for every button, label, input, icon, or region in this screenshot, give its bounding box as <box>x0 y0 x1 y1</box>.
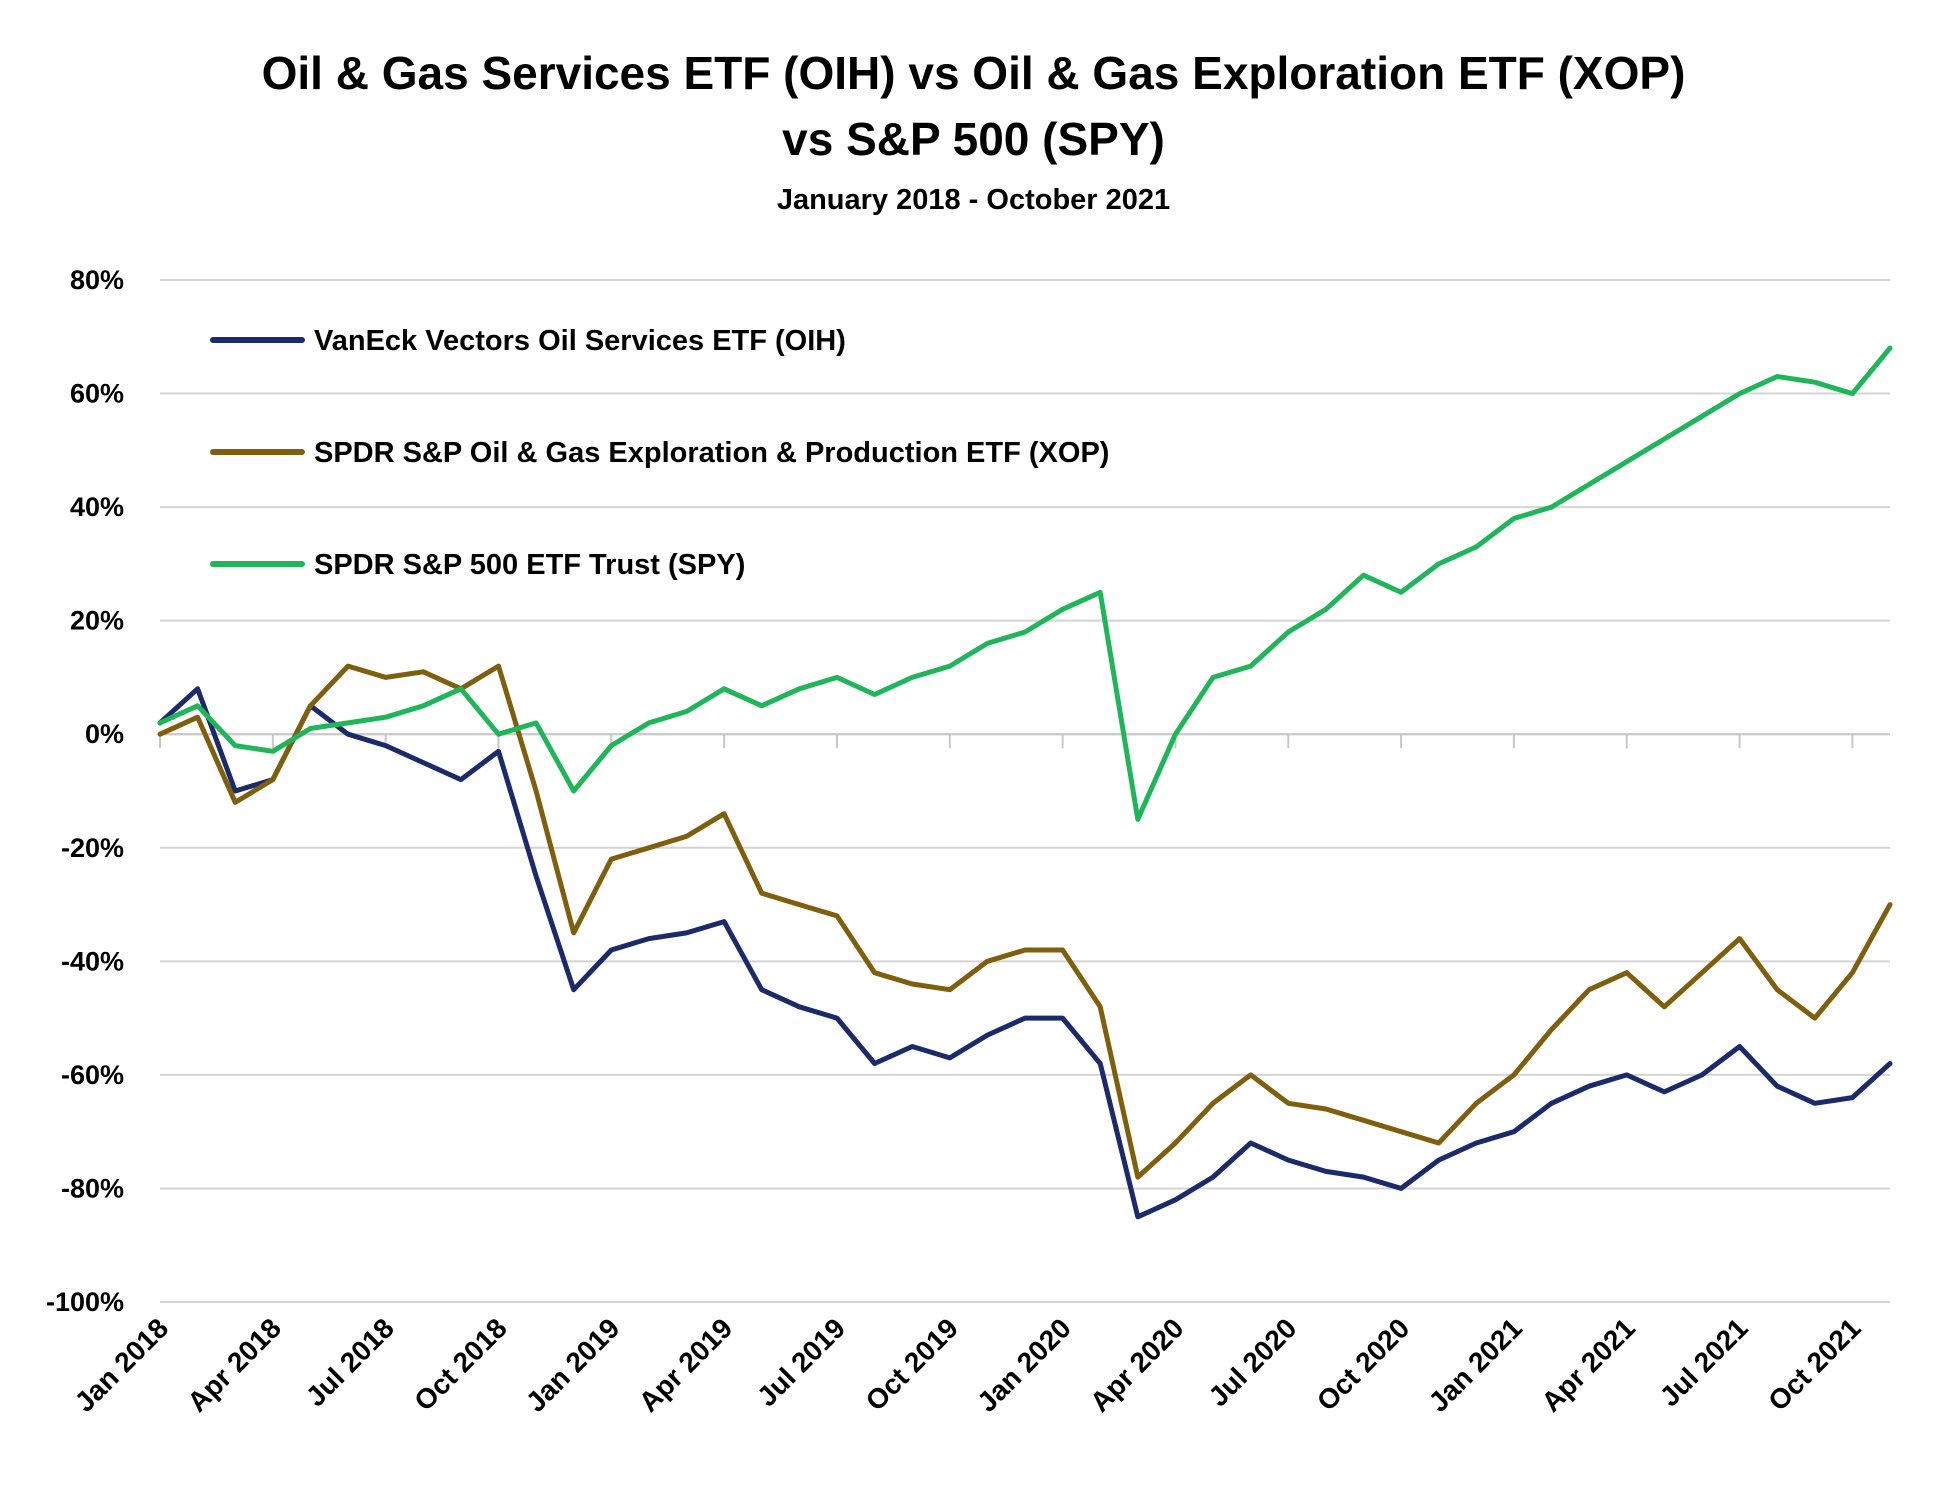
chart-title-line-1: Oil & Gas Services ETF (OIH) vs Oil & Ga… <box>261 47 1686 99</box>
legend-label-0: VanEck Vectors Oil Services ETF (OIH) <box>314 325 846 357</box>
chart-title-block: Oil & Gas Services ETF (OIH) vs Oil & Ga… <box>0 40 1947 222</box>
y-tick-label: -80% <box>61 1173 124 1203</box>
x-tick-label: Apr 2019 <box>633 1312 739 1418</box>
x-axis-ticks: Jan 2018 Apr 2018 Jul 2018 Oct 2018 Jan 2019… <box>69 1312 1867 1418</box>
x-tick-label: Jan 2018 <box>69 1312 175 1418</box>
y-tick-label: 60% <box>70 379 124 409</box>
gridlines <box>160 279 1890 1303</box>
x-tick-label: Jul 2018 <box>300 1312 400 1412</box>
legend: VanEck Vectors Oil Services ETF (OIH) SPD… <box>210 325 1109 581</box>
y-tick-label: -100% <box>46 1287 124 1317</box>
legend-label-2: SPDR S&P 500 ETF Trust (SPY) <box>314 549 745 581</box>
x-tick-label: Oct 2018 <box>408 1312 512 1416</box>
x-tick-label: Jul 2021 <box>1654 1312 1754 1412</box>
y-tick-label: -20% <box>61 833 124 863</box>
x-tick-label: Jan 2019 <box>520 1312 626 1418</box>
x-axis <box>159 733 1890 749</box>
x-tick-label: Oct 2021 <box>1762 1312 1866 1416</box>
x-tick-label: Apr 2018 <box>181 1312 287 1418</box>
chart-subtitle: January 2018 - October 2021 <box>776 184 1171 216</box>
y-tick-label: 80% <box>70 265 124 295</box>
y-tick-label: 20% <box>70 606 124 636</box>
y-tick-label: -60% <box>61 1060 124 1090</box>
x-tick-label: Jan 2021 <box>1423 1312 1529 1418</box>
series-line-1 <box>157 663 1893 1180</box>
y-axis-ticks: 80% 60% 40% 20% 0% -20% -40% -60% -80% -100% <box>46 265 124 1317</box>
y-tick-label: 40% <box>70 492 124 522</box>
x-tick-label: Oct 2019 <box>860 1312 964 1416</box>
y-tick-label: -40% <box>61 946 124 976</box>
series-lines <box>157 345 1893 1220</box>
y-tick-label: 0% <box>85 719 124 749</box>
series-line-2 <box>157 345 1893 822</box>
legend-label-1: SPDR S&P Oil & Gas Exploration & Product… <box>314 437 1109 469</box>
series-line-0 <box>157 686 1893 1220</box>
chart-title-line-2: vs S&P 500 (SPY) <box>782 113 1165 165</box>
x-tick-label: Jul 2020 <box>1202 1312 1302 1412</box>
x-tick-label: Apr 2020 <box>1084 1312 1190 1418</box>
x-tick-label: Jan 2020 <box>971 1312 1077 1418</box>
x-tick-label: Apr 2021 <box>1535 1312 1641 1418</box>
x-tick-label: Jul 2019 <box>751 1312 851 1412</box>
x-tick-label: Oct 2020 <box>1311 1312 1415 1416</box>
